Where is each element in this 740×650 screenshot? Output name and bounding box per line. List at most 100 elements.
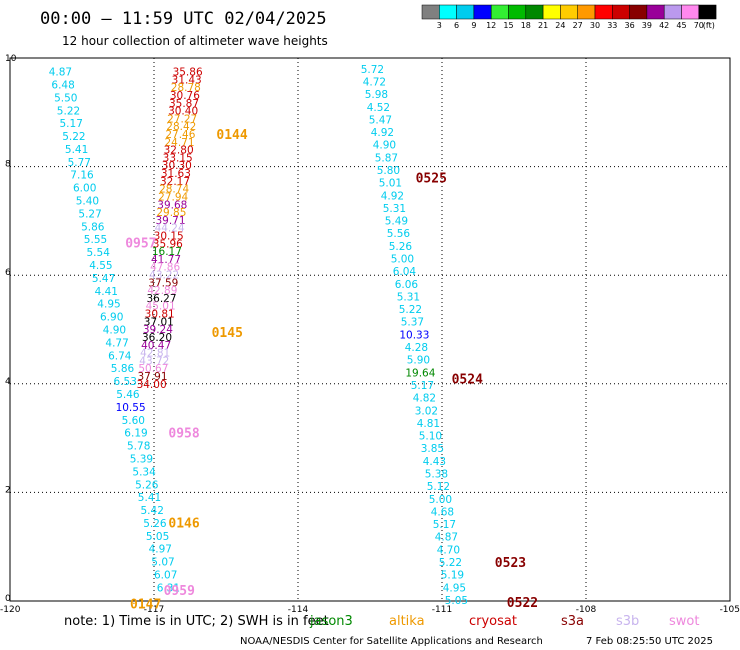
wave-height-label: 5.26 [389, 241, 413, 253]
wave-height-label: 5.31 [383, 203, 406, 215]
wave-height-label: 5.55 [84, 234, 107, 246]
y-tick-label: 6 [5, 268, 11, 278]
satellite-label: s3a [561, 614, 584, 629]
y-tick-label: 10 [5, 54, 17, 64]
wave-height-label: 5.12 [427, 481, 450, 493]
pass-label: 0144 [216, 128, 247, 143]
legend-swatch [681, 4, 700, 20]
wave-height-label: 27.46 [165, 129, 195, 141]
wave-height-label: 44.24 [155, 223, 185, 235]
wave-height-label: 35.86 [173, 67, 203, 79]
wave-height-label: 4.87 [49, 67, 72, 79]
wave-height-label: 6.00 [73, 183, 96, 195]
pass-label: 0523 [495, 556, 526, 571]
pass-label: 0147 [130, 598, 161, 613]
wave-height-label: 4.82 [413, 393, 436, 405]
wave-height-label: 4.68 [431, 506, 454, 518]
wave-height-label: 5.98 [365, 89, 388, 101]
x-tick-label: -117 [144, 605, 164, 615]
wave-height-label: 5.60 [122, 415, 145, 427]
wave-height-label: 5.40 [76, 196, 99, 208]
wave-height-label: 4.77 [105, 337, 128, 349]
legend-unit: (ft) [703, 21, 715, 30]
wave-height-label: 5.05 [445, 595, 468, 607]
data-labels: 35.8631.4328.7830.7635.8730.4027.2728.42… [49, 64, 468, 607]
wave-height-label: 6.90 [100, 312, 123, 324]
wave-height-label: 39.71 [155, 215, 185, 227]
legend-swatch [473, 4, 492, 20]
wave-height-label: 5.72 [361, 64, 384, 76]
legend-swatch [594, 4, 613, 20]
wave-height-label: 6.07 [154, 570, 177, 582]
satellite-label: s3b [616, 614, 639, 629]
wave-height-label: 5.49 [385, 216, 408, 228]
wave-height-label: 42.89 [147, 285, 177, 297]
x-tick-label: -108 [576, 605, 597, 615]
wave-height-label: 43.22 [149, 270, 179, 282]
wave-height-label: 5.34 [132, 466, 156, 478]
wave-height-label: 31.63 [161, 168, 191, 180]
x-tick-label: -114 [288, 605, 309, 615]
wave-height-label: 4.70 [437, 544, 460, 556]
legend-label: 33 [607, 21, 617, 30]
satellite-label: swot [669, 614, 699, 629]
wave-height-label: 4.52 [367, 102, 390, 114]
legend-label: 3 [437, 21, 442, 30]
wave-height-label: 4.95 [97, 299, 120, 311]
pass-label: 0957 [125, 237, 156, 252]
legend-label: 21 [538, 21, 548, 30]
legend-label: 42 [659, 21, 669, 30]
wave-height-label: 36.27 [146, 293, 176, 305]
wave-height-label: 7.16 [70, 170, 94, 182]
wave-height-label: 5.86 [81, 221, 105, 233]
wave-height-label: 39.24 [143, 324, 173, 336]
pass-label: 0524 [452, 372, 483, 387]
pass-label: 0146 [168, 516, 199, 531]
wave-height-label: 35.96 [153, 238, 183, 250]
wave-height-label: 28.78 [171, 82, 201, 94]
wave-height-label: 39.68 [157, 199, 187, 211]
wave-height-label: 43.72 [139, 355, 169, 367]
pass-label: 0145 [212, 326, 243, 341]
wave-height-label: 30.15 [154, 230, 184, 242]
wave-height-label: 5.17 [411, 380, 434, 392]
wave-height-label: 5.46 [116, 389, 140, 401]
y-tick-label: 0 [5, 594, 11, 604]
wave-height-label: 3.02 [415, 405, 438, 417]
wave-height-label: 5.10 [419, 431, 442, 443]
wave-height-label: 5.50 [54, 92, 77, 104]
wave-height-label: 4.72 [363, 77, 386, 89]
wave-height-label: 37.91 [137, 371, 167, 383]
wave-height-label: 5.41 [65, 144, 88, 156]
y-tick-label: 4 [5, 377, 11, 387]
wave-height-label: 5.47 [369, 114, 392, 126]
wave-height-label: 4.28 [405, 342, 428, 354]
wave-height-label: 35.87 [169, 98, 199, 110]
wave-height-label: 5.00 [429, 494, 452, 506]
wave-height-label: 37.59 [148, 277, 178, 289]
legend-label: 24 [555, 21, 565, 30]
wave-height-label: 6.53 [114, 376, 137, 388]
wave-height-label: 5.80 [377, 165, 400, 177]
wave-height-label: 4.97 [149, 544, 172, 556]
wave-height-label: 4.92 [371, 127, 394, 139]
pass-label: 0525 [416, 171, 447, 186]
legend-swatch [525, 4, 544, 20]
wave-height-label: 4.90 [373, 140, 396, 152]
satellite-legend: jason3 altika cryosat s3a s3b swot [309, 614, 699, 629]
wave-height-label: 5.39 [130, 453, 153, 465]
wave-height-label: 5.26 [143, 518, 167, 530]
wave-height-label: 6.48 [51, 79, 74, 91]
wave-height-label: 31.43 [172, 74, 202, 86]
wave-height-label: 6.06 [395, 279, 419, 291]
y-tick-label: 2 [5, 485, 11, 495]
wave-height-label: 34.00 [137, 379, 167, 391]
wave-height-label: 3.85 [421, 443, 444, 455]
wave-height-label: 36.20 [142, 332, 172, 344]
x-tick-label: -120 [0, 605, 21, 615]
wave-height-label: 5.77 [68, 157, 91, 169]
legend-label: 9 [471, 21, 476, 30]
wave-height-label: 6.74 [108, 350, 132, 362]
wave-height-label: 5.05 [146, 531, 169, 543]
